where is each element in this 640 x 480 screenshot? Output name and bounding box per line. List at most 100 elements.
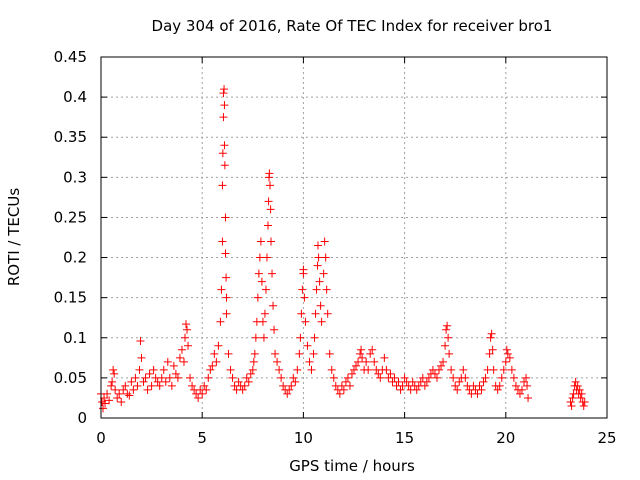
x-tick-label: 10 [294,429,313,447]
data-point [299,269,308,278]
data-point [228,373,237,382]
data-point [420,381,429,390]
y-tick-label: 0.2 [63,249,87,267]
data-point [141,373,150,382]
data-point [220,161,229,170]
data-point [220,85,229,94]
data-point [444,333,453,342]
data-point [125,391,134,400]
data-point [451,381,460,390]
data-point [486,333,495,342]
data-point [194,393,203,402]
y-tick-label: 0.25 [54,208,87,226]
data-point [382,365,391,374]
data-point [376,373,385,382]
data-point [271,349,280,358]
data-point [234,377,243,386]
data-point [501,357,510,366]
data-point [400,373,409,382]
data-point [341,377,350,386]
data-point [265,169,274,178]
data-point [347,369,356,378]
data-point [266,181,275,190]
data-point [182,320,191,329]
data-point [307,365,316,374]
data-point [169,361,178,370]
data-point [275,365,284,374]
data-point [135,365,144,374]
data-point [222,293,231,302]
data-point [357,345,366,354]
data-point [212,357,221,366]
data-point [390,373,399,382]
data-point [445,349,454,358]
data-point [311,309,320,318]
data-point [253,293,262,302]
data-point [300,293,309,302]
data-point [216,317,225,326]
data-point [497,373,506,382]
data-point [305,357,314,366]
y-tick-label: 0.3 [63,168,87,186]
data-point [277,373,286,382]
data-point [173,373,182,382]
y-tick-label: 0.15 [54,289,87,307]
data-point [362,357,371,366]
data-point [489,365,498,374]
data-point [568,393,577,402]
data-point [157,373,166,382]
data-point [573,381,582,390]
data-point [313,241,322,250]
data-point [221,249,230,258]
data-point [320,237,329,246]
data-point [317,317,326,326]
data-point [258,317,267,326]
data-point [566,397,575,406]
data-point [180,333,189,342]
data-point [105,396,114,405]
x-tick-label: 20 [496,429,515,447]
chart-title: Day 304 of 2016, Rate Of TEC Index for r… [152,17,553,35]
data-point [224,349,233,358]
data-point [488,345,497,354]
y-tick-label: 0.4 [63,88,87,106]
data-point [322,285,331,294]
data-point [577,389,586,398]
data-point [449,373,458,382]
data-point [165,373,174,382]
data-point [257,277,266,286]
data-point [289,373,298,382]
y-tick-label: 0.1 [63,329,87,347]
data-point [354,357,363,366]
data-point [396,385,405,394]
data-point [481,373,490,382]
data-point [350,365,358,374]
data-point [183,325,192,334]
data-points [97,85,589,413]
data-point [260,309,269,318]
data-point [108,377,117,386]
data-point [291,377,300,386]
data-point [188,381,197,390]
data-point [204,373,213,382]
data-point [524,393,533,402]
data-point [131,373,140,382]
data-point [432,373,441,382]
x-tick-label: 25 [597,429,616,447]
data-point [99,404,108,413]
data-point [101,399,110,408]
data-point [218,149,227,158]
data-point [301,317,310,326]
data-point [447,365,456,374]
x-tick-label: 5 [197,429,207,447]
data-point [441,341,450,350]
data-point [113,393,122,402]
data-point [171,369,180,378]
data-point [123,389,132,398]
data-point [295,349,304,358]
data-point [175,353,184,362]
data-point [297,309,306,318]
data-point [511,381,520,390]
data-point [111,385,120,394]
data-point [303,341,312,350]
